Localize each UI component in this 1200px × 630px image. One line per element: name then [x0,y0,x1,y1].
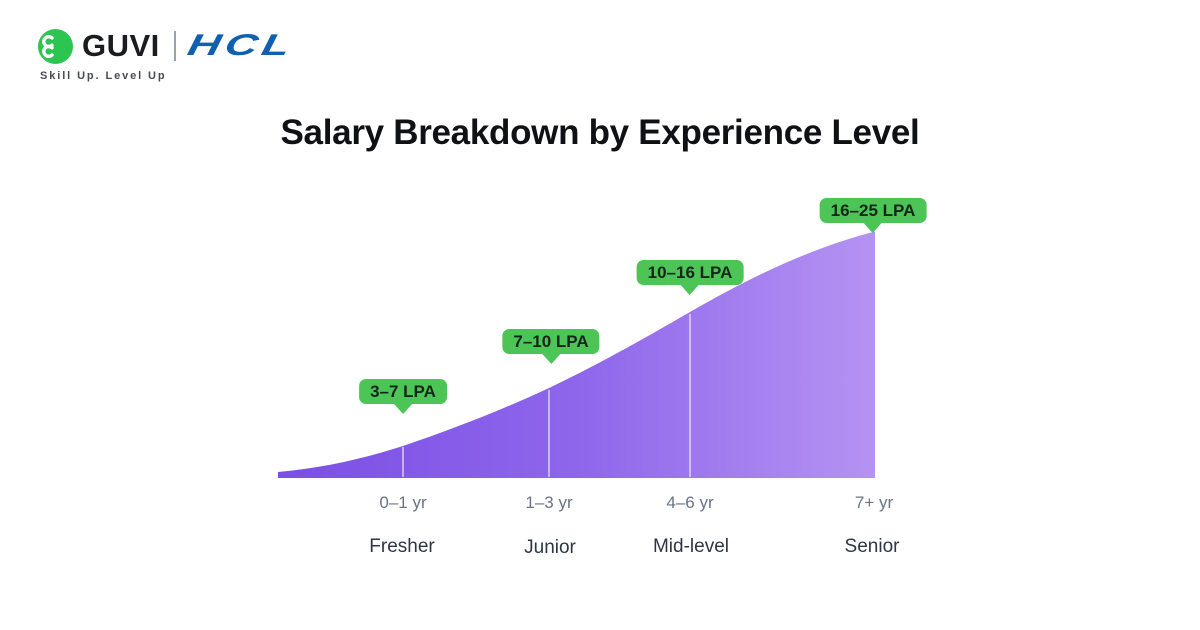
logo-divider [173,31,176,61]
salary-badge-senior: 16–25 LPA [819,198,927,223]
guvi-logo-icon [38,28,73,64]
salary-badge-fresher: 3–7 LPA [359,379,447,404]
x-label-senior: Senior [844,536,900,557]
salary-badge-midlevel: 10–16 LPA [636,260,744,285]
brand-row: GUVI HCL [38,26,297,66]
x-tick-senior-years: 7+ yr [854,493,894,512]
page-title: Salary Breakdown by Experience Level [280,113,920,152]
salary-badge-junior: 7–10 LPA [502,329,600,354]
x-tick-junior-years: 1–3 yr [525,493,573,512]
x-label-junior: Junior [524,537,576,558]
x-label-fresher: Fresher [369,536,435,557]
brand-tagline: Skill Up. Level Up [40,70,167,82]
brand-header: GUVI HCL Skill Up. Level Up [38,26,297,82]
x-tick-fresher-years: 0–1 yr [379,493,427,512]
x-label-midlevel: Mid-level [652,536,730,557]
guvi-wordmark: GUVI [82,28,160,63]
x-tick-midlevel-years: 4–6 yr [666,493,714,512]
salary-area-curve [278,231,875,478]
